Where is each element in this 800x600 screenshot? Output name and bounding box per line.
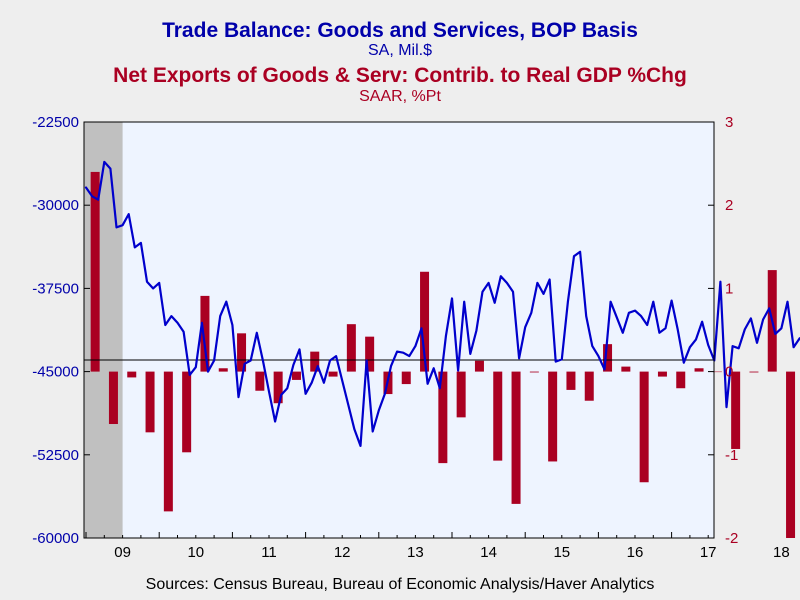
bar	[639, 371, 649, 483]
bar	[621, 366, 631, 372]
bar	[291, 371, 301, 380]
bar	[200, 295, 210, 372]
bar	[657, 371, 667, 377]
right-tick-label: 2	[725, 197, 733, 214]
x-tick-label: 12	[334, 544, 351, 561]
bar	[145, 371, 155, 433]
trade-balance-line	[84, 160, 800, 447]
right-tick-label: -2	[725, 530, 738, 547]
bar	[420, 271, 430, 372]
x-tick-label: 11	[261, 544, 277, 561]
bar	[163, 371, 173, 512]
left-tick-label: -45000	[32, 364, 79, 381]
bar	[273, 371, 283, 404]
bar	[676, 371, 686, 389]
right-tick-label: 3	[725, 114, 733, 131]
x-tick-label: 10	[187, 544, 204, 561]
plot-area	[84, 122, 714, 538]
x-tick-label: 18	[773, 544, 790, 561]
x-tick-label: 13	[407, 544, 424, 561]
bar	[584, 371, 594, 401]
bar	[529, 371, 539, 373]
bar	[401, 371, 411, 385]
chart-title-secondary: Net Exports of Goods & Serv: Contrib. to…	[113, 64, 687, 87]
chart-subtitle: SA, Mil.$	[367, 42, 432, 59]
bar	[365, 336, 375, 372]
x-tick-label: 15	[553, 544, 570, 561]
chart-title: Trade Balance: Goods and Services, BOP B…	[162, 19, 638, 42]
x-tick-label: 17	[700, 544, 717, 561]
bar	[108, 371, 118, 425]
bar	[603, 344, 613, 372]
bar	[255, 371, 265, 391]
left-tick-label: -22500	[32, 114, 79, 131]
bar	[346, 324, 356, 372]
right-axis: 3 2 1 0 -1 -2	[708, 114, 738, 547]
x-tick-label: 14	[480, 544, 497, 561]
left-tick-label: -60000	[32, 530, 79, 547]
bar	[749, 371, 759, 373]
source-note: Sources: Census Bureau, Bureau of Econom…	[145, 576, 655, 593]
right-tick-label: 0	[725, 364, 733, 381]
bar	[548, 371, 558, 462]
bar	[218, 368, 228, 372]
bar	[90, 171, 100, 372]
bar	[182, 371, 192, 453]
recession-shading-layer	[84, 122, 123, 538]
x-tick-label: 16	[627, 544, 644, 561]
right-tick-label: -1	[725, 447, 738, 464]
left-tick-label: -37500	[32, 280, 79, 297]
bar	[456, 371, 466, 418]
right-tick-label: 1	[725, 280, 733, 297]
line-series-layer	[84, 160, 800, 447]
bar	[328, 371, 338, 377]
bar	[786, 371, 796, 538]
left-tick-label: -52500	[32, 447, 79, 464]
bar	[438, 371, 448, 464]
bar	[127, 371, 137, 378]
recession-shade	[84, 122, 123, 538]
bar	[310, 351, 320, 372]
x-axis: 09 10 11 12 13 14 15 16 17 18	[85, 532, 790, 561]
bar	[511, 371, 521, 504]
bar	[474, 360, 484, 372]
plot-frame	[83, 121, 715, 539]
bar-series-layer	[90, 171, 796, 538]
bar	[712, 371, 722, 373]
left-tick-label: -30000	[32, 197, 79, 214]
chart-subtitle-secondary: SAAR, %Pt	[359, 88, 441, 105]
left-axis: -22500 -30000 -37500 -45000 -52500 -60000	[32, 114, 90, 547]
bar	[566, 371, 576, 390]
bar	[237, 333, 247, 372]
x-tick-label: 09	[114, 544, 131, 561]
bar	[493, 371, 503, 461]
bar	[731, 371, 741, 449]
bar	[694, 368, 704, 372]
